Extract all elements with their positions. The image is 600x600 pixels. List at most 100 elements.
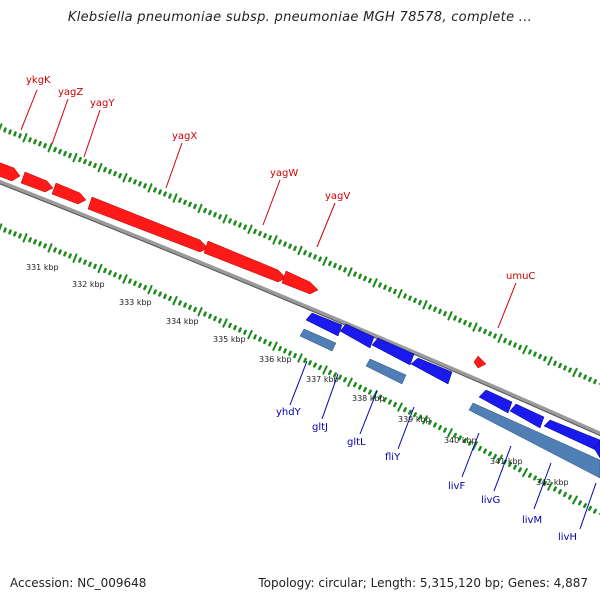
minor-tick	[93, 263, 97, 269]
minor-tick	[493, 333, 497, 339]
major-tick	[72, 253, 78, 263]
gene-label-yagW[interactable]: yagW	[270, 168, 298, 179]
gene-arrow-yagV[interactable]	[281, 270, 319, 295]
minor-tick	[528, 349, 532, 355]
minor-tick	[68, 253, 72, 259]
gene-arrow-livF[interactable]	[478, 389, 513, 414]
minor-tick	[203, 207, 207, 214]
kbp-label: 341 kbp	[490, 457, 523, 466]
gene-arrow-livG[interactable]	[509, 403, 545, 429]
major-tick	[372, 278, 378, 288]
minor-tick	[338, 374, 342, 380]
gene-arrow-ykgK[interactable]	[0, 162, 21, 182]
gene-label-gltJ[interactable]: gltJ	[312, 422, 328, 433]
kbp-label: 332 kbp	[72, 280, 105, 289]
gene-arrow-yagY[interactable]	[51, 182, 87, 205]
gene-arrow-livM[interactable]	[543, 419, 600, 453]
kbp-label: 338 kbp	[352, 394, 385, 403]
gene-arrow-umuC[interactable]	[473, 355, 487, 369]
gene-label-livG[interactable]: livG	[481, 495, 500, 506]
gene-arrow-livH[interactable]	[593, 441, 600, 459]
minor-tick	[78, 257, 82, 263]
major-tick	[522, 345, 528, 355]
minor-tick	[443, 427, 447, 433]
minor-tick	[553, 486, 557, 492]
major-tick	[397, 402, 403, 412]
gene-arrow-yagZ[interactable]	[20, 171, 54, 193]
major-tick	[22, 233, 28, 243]
minor-tick	[393, 401, 397, 408]
gene-label-yagY[interactable]: yagY	[90, 98, 115, 109]
gene-arrow-gltJ[interactable]	[339, 323, 375, 349]
gene-label-gltL[interactable]: gltL	[347, 437, 366, 448]
minor-tick	[113, 171, 117, 177]
gene-label-yhdY[interactable]: yhdY	[276, 407, 302, 418]
gene-label-livM[interactable]: livM	[522, 515, 542, 526]
gene-arrow-gltL[interactable]	[371, 337, 415, 366]
gene-label-yagX[interactable]: yagX	[172, 131, 197, 142]
minor-tick	[283, 241, 287, 247]
minor-tick	[288, 243, 292, 249]
minor-tick	[108, 270, 112, 276]
kbp-label: 331 kbp	[26, 263, 59, 272]
minor-tick	[453, 432, 457, 438]
minor-tick	[463, 438, 467, 444]
gene-arrow-yhdY[interactable]	[305, 312, 343, 337]
minor-tick	[308, 360, 312, 366]
minor-tick	[103, 166, 107, 173]
minor-tick	[188, 201, 192, 207]
minor-tick	[233, 325, 237, 331]
gene-label-livH[interactable]: livH	[558, 532, 577, 543]
feature-bar[interactable]	[365, 358, 407, 385]
gene-label-umuC[interactable]: umuC	[506, 271, 535, 282]
minor-tick	[283, 348, 287, 354]
minor-tick	[218, 318, 222, 324]
gene-label-fliY[interactable]: fliY	[385, 452, 401, 463]
minor-tick	[83, 259, 87, 265]
minor-tick	[143, 183, 147, 189]
minor-tick	[253, 334, 257, 340]
minor-tick	[353, 271, 357, 277]
major-tick	[247, 329, 253, 340]
major-tick	[172, 296, 178, 306]
minor-tick	[63, 150, 67, 157]
minor-tick	[93, 162, 97, 169]
minor-tick	[288, 350, 292, 356]
feature-bar[interactable]	[468, 402, 600, 479]
major-tick	[472, 441, 478, 451]
minor-tick	[258, 336, 262, 342]
minor-tick	[408, 295, 412, 301]
minor-tick	[293, 353, 297, 359]
kbp-label: 335 kbp	[213, 335, 246, 344]
minor-tick	[443, 311, 447, 317]
gene-label-ykgK[interactable]: ykgK	[26, 75, 51, 86]
major-tick	[472, 322, 478, 332]
gene-label-yagZ[interactable]: yagZ	[58, 87, 83, 98]
minor-tick	[403, 407, 407, 413]
gene-label-yagV[interactable]: yagV	[325, 191, 350, 202]
minor-tick	[578, 500, 582, 506]
minor-tick	[318, 256, 322, 262]
minor-tick	[183, 199, 187, 205]
minor-tick	[253, 228, 257, 235]
major-tick	[247, 224, 253, 234]
major-tick	[347, 377, 353, 387]
gene-arrow-fliY[interactable]	[410, 357, 453, 385]
minor-tick	[138, 181, 142, 187]
minor-tick	[428, 419, 432, 425]
gene-label-livF[interactable]: livF	[448, 481, 465, 492]
minor-tick	[313, 254, 317, 260]
feature-bar[interactable]	[299, 328, 337, 352]
minor-tick	[468, 322, 472, 328]
minor-tick	[268, 235, 272, 241]
minor-tick	[478, 445, 482, 452]
minor-tick	[43, 243, 47, 249]
minor-tick	[558, 489, 562, 495]
minor-tick	[593, 508, 597, 514]
minor-tick	[163, 191, 167, 197]
minor-tick	[63, 251, 67, 257]
minor-tick	[78, 156, 82, 163]
gene-arrow-yagW[interactable]	[203, 240, 287, 283]
gene-arrow-yagX[interactable]	[87, 196, 209, 253]
